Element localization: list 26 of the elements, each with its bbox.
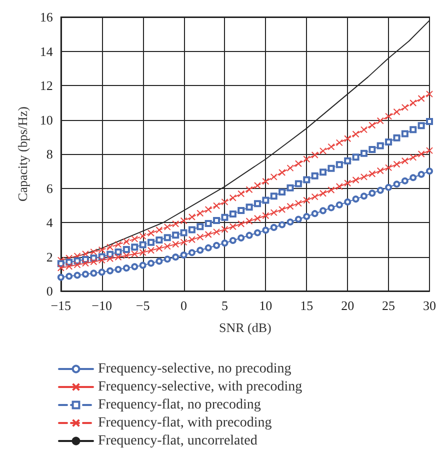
y-tick-label: 2 xyxy=(46,249,53,264)
y-tick-label: 4 xyxy=(46,215,54,230)
legend-label: Frequency-flat, with precoding xyxy=(98,416,272,430)
x-tick-label: 30 xyxy=(423,298,436,313)
y-tick-label: 12 xyxy=(40,78,53,93)
x-tick-label: 20 xyxy=(341,298,354,313)
x-tick-label: 15 xyxy=(300,298,314,313)
y-tick-label: 0 xyxy=(46,284,53,298)
x-tick-label: −10 xyxy=(92,298,112,313)
y-tick-label: 8 xyxy=(46,146,53,162)
x-tick-label: 5 xyxy=(221,298,228,313)
x-tick-label: 10 xyxy=(259,298,272,313)
x-tick-label: −15 xyxy=(50,298,72,313)
x-tick-label: 25 xyxy=(382,298,396,313)
x-tick-label: 0 xyxy=(180,298,188,313)
y-axis-title: Capacity (bps/Hz) xyxy=(15,106,30,202)
y-tick-label: 10 xyxy=(40,112,53,128)
x-tick-label: −5 xyxy=(136,298,150,313)
legend-label: Frequency-flat, no precoding xyxy=(98,398,261,412)
legend-label: Frequency-selective, with precoding xyxy=(98,380,302,394)
y-tick-label: 6 xyxy=(46,180,54,196)
legend-label: Frequency-flat, uncorrelated xyxy=(98,434,258,448)
x-axis-title: SNR (dB) xyxy=(219,320,272,335)
y-tick-label: 16 xyxy=(40,10,54,24)
legend-label: Frequency-selective, no precoding xyxy=(98,362,292,376)
y-tick-label: 14 xyxy=(40,44,54,59)
